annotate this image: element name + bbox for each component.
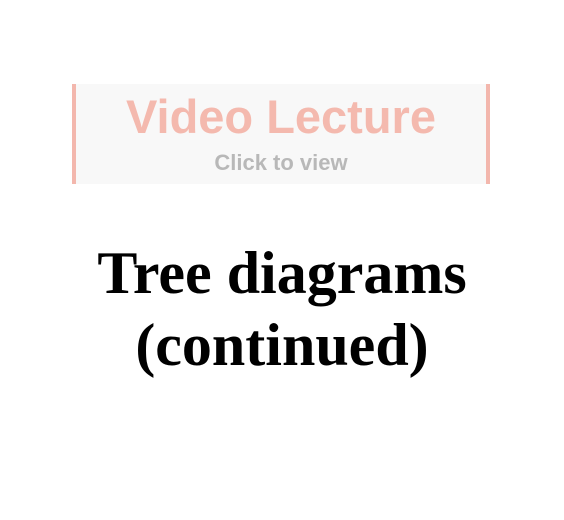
slide-title-line-2: (continued)	[135, 312, 429, 378]
click-to-view-label: Click to view	[214, 150, 348, 175]
slide-title-line-1: Tree diagrams	[97, 240, 467, 306]
video-lecture-link[interactable]: Video Lecture Click to view	[72, 84, 490, 184]
banner-right-border	[486, 84, 490, 184]
video-lecture-title: Video Lecture	[126, 90, 436, 143]
banner-left-border	[72, 84, 76, 184]
